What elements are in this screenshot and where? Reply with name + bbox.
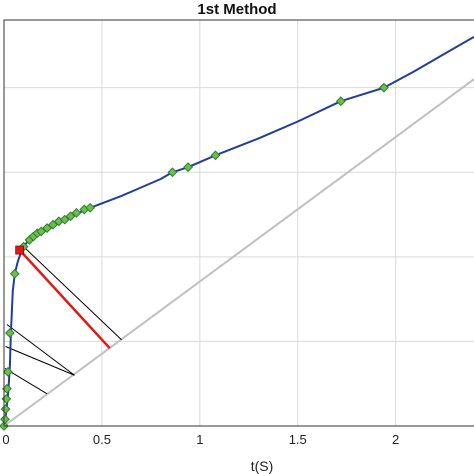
- x-tick-label: 0: [2, 432, 9, 447]
- reference-line-layer: [3, 78, 474, 427]
- data-point-marker: [379, 82, 389, 93]
- highlight-segment: [18, 249, 111, 350]
- highlight-point: [15, 245, 25, 255]
- x-tick-label: 1.5: [289, 432, 307, 447]
- projection-line: [5, 346, 75, 376]
- data-point-marker: [71, 207, 82, 218]
- data-point-marker: [0, 414, 10, 425]
- data-point-marker: [183, 162, 193, 173]
- data-point-marker: [1, 394, 12, 404]
- data-point-marker: [4, 328, 15, 338]
- x-axis-label: t(S): [251, 458, 274, 474]
- grid: [4, 20, 474, 426]
- x-tick-label: 1: [196, 432, 203, 447]
- reference-line: [3, 78, 474, 427]
- data-point-marker: [335, 96, 346, 107]
- data-point-marker: [0, 404, 11, 414]
- data-point-marker: [59, 214, 70, 225]
- data-point-marker: [42, 223, 52, 233]
- projection-lines-layer: [4, 246, 122, 395]
- data-point-marker: [167, 167, 178, 178]
- data-point-marker: [210, 150, 221, 161]
- x-tick-label: 2: [392, 432, 399, 447]
- data-point-marker: [9, 268, 20, 279]
- data-point-marker: [65, 211, 76, 222]
- plot-frame: [3, 19, 474, 427]
- data-point-marker: [36, 226, 47, 237]
- projection-line: [23, 246, 122, 341]
- chart-title: 1st Method: [197, 1, 276, 18]
- highlight-segment-layer: [18, 249, 111, 350]
- data-point-marker: [48, 219, 58, 230]
- projection-line: [6, 324, 75, 376]
- marker-layer: [0, 82, 389, 431]
- main-curve: [3, 36, 474, 427]
- main-curve-layer: [3, 36, 474, 427]
- tick-labels: 0 0.5 1 1.5 2: [2, 432, 399, 447]
- data-point-marker: [3, 366, 13, 377]
- data-point-marker: [85, 202, 96, 213]
- projection-line: [4, 368, 48, 395]
- x-tick-label: 0.5: [93, 432, 111, 447]
